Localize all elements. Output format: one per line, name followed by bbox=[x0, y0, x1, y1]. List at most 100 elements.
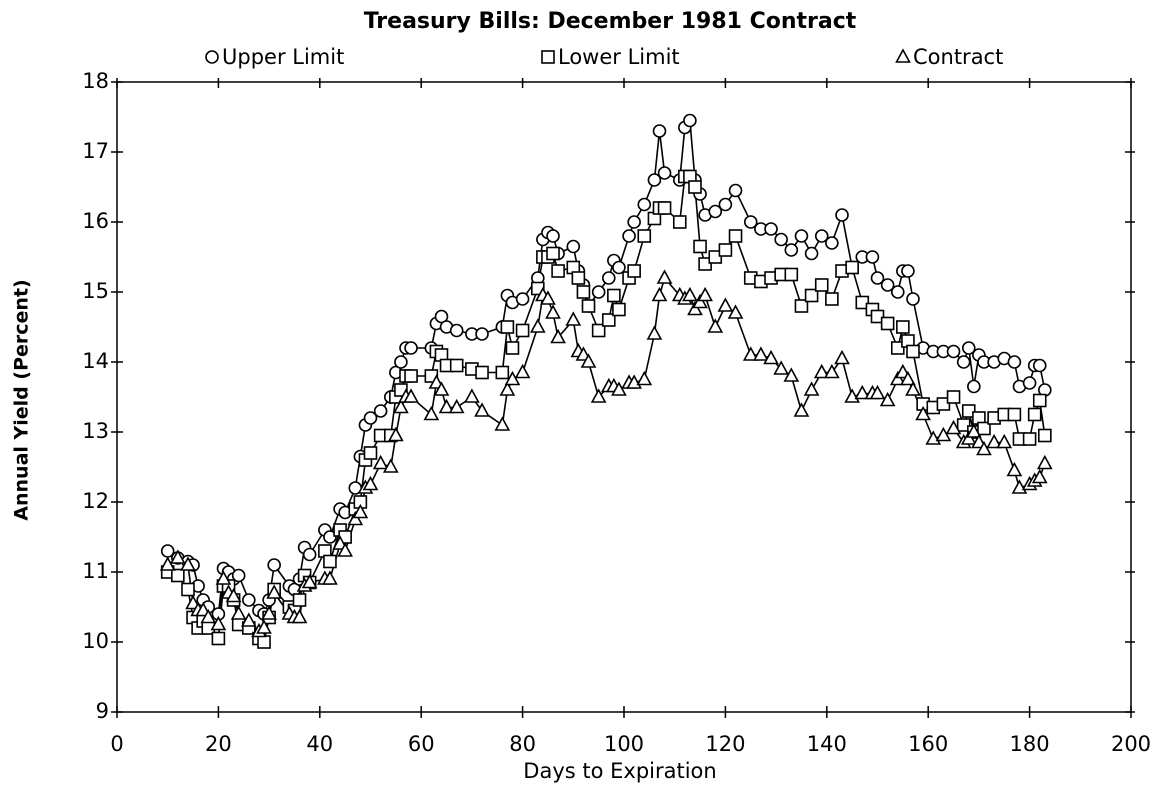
data-point bbox=[403, 388, 419, 403]
data-point bbox=[266, 584, 283, 599]
data-point bbox=[784, 243, 799, 257]
data-point bbox=[404, 369, 418, 383]
data-point bbox=[393, 398, 409, 414]
data-point bbox=[835, 208, 849, 222]
data-point bbox=[591, 285, 606, 299]
data-point bbox=[946, 390, 961, 404]
data-point bbox=[647, 173, 662, 187]
data-point bbox=[627, 215, 641, 229]
data-point bbox=[814, 278, 829, 292]
legend-marker bbox=[541, 50, 555, 64]
data-point bbox=[505, 341, 520, 355]
data-point bbox=[394, 355, 408, 369]
data-point bbox=[825, 292, 839, 306]
x-tick-label: 160 bbox=[908, 732, 948, 756]
data-point bbox=[793, 402, 810, 417]
data-point bbox=[591, 323, 606, 338]
data-point bbox=[753, 346, 769, 361]
data-point bbox=[363, 411, 378, 425]
data-point bbox=[682, 286, 698, 302]
data-point bbox=[515, 323, 530, 338]
data-point bbox=[804, 246, 819, 261]
y-tick-label: 14 bbox=[82, 349, 109, 373]
data-point bbox=[672, 215, 687, 229]
x-tick-label: 0 bbox=[110, 732, 123, 756]
data-point bbox=[742, 346, 759, 361]
data-point bbox=[388, 426, 404, 442]
y-tick-label: 18 bbox=[82, 69, 109, 93]
legend-marker bbox=[895, 48, 911, 63]
data-point bbox=[905, 381, 921, 396]
data-point bbox=[550, 328, 566, 344]
x-tick-label: 60 bbox=[408, 732, 435, 756]
data-point bbox=[495, 365, 510, 380]
data-point bbox=[774, 232, 788, 247]
legend-marker bbox=[205, 50, 219, 64]
data-point bbox=[794, 229, 809, 243]
data-point bbox=[784, 267, 799, 282]
data-point bbox=[449, 358, 464, 373]
data-point bbox=[373, 404, 388, 418]
y-tick-label: 16 bbox=[82, 209, 109, 233]
data-point bbox=[794, 299, 809, 313]
data-point bbox=[637, 197, 652, 212]
data-point bbox=[301, 573, 318, 589]
y-tick-label: 15 bbox=[82, 279, 109, 303]
x-tick-label: 140 bbox=[807, 732, 847, 756]
data-point bbox=[845, 260, 859, 275]
data-point bbox=[256, 619, 272, 634]
data-point bbox=[870, 309, 885, 324]
data-point bbox=[824, 363, 840, 379]
data-point bbox=[240, 612, 257, 627]
data-point bbox=[169, 549, 186, 564]
data-point bbox=[504, 370, 521, 386]
data-point bbox=[683, 113, 697, 128]
data-point bbox=[763, 349, 779, 365]
data-point bbox=[257, 635, 271, 649]
data-point bbox=[612, 302, 626, 317]
data-point bbox=[708, 204, 723, 219]
data-point bbox=[783, 367, 800, 382]
data-point bbox=[433, 381, 450, 396]
data-point bbox=[728, 229, 743, 243]
data-point bbox=[834, 349, 850, 365]
y-tick-label: 11 bbox=[82, 559, 109, 583]
x-tick-label: 200 bbox=[1111, 732, 1151, 756]
data-point bbox=[566, 239, 581, 254]
legend-label: Lower Limit bbox=[558, 45, 680, 69]
data-point bbox=[475, 365, 489, 380]
data-point bbox=[773, 360, 790, 375]
data-point bbox=[687, 300, 703, 316]
data-point bbox=[210, 615, 227, 631]
data-point bbox=[804, 288, 819, 303]
series-line bbox=[167, 118, 1046, 616]
data-point bbox=[1038, 428, 1052, 443]
data-point bbox=[607, 288, 621, 303]
data-point bbox=[707, 318, 724, 333]
data-point bbox=[438, 398, 455, 414]
data-point bbox=[870, 271, 885, 285]
data-point bbox=[363, 446, 378, 460]
data-point bbox=[692, 293, 708, 309]
data-point bbox=[915, 405, 931, 421]
data-point bbox=[611, 381, 627, 396]
data-point bbox=[323, 554, 337, 569]
data-point bbox=[728, 183, 743, 198]
data-point bbox=[494, 416, 511, 431]
data-point bbox=[977, 421, 991, 436]
y-tick-label: 13 bbox=[82, 419, 109, 443]
data-point bbox=[231, 568, 246, 583]
x-tick-label: 120 bbox=[705, 732, 745, 756]
data-point bbox=[180, 556, 196, 571]
data-point bbox=[448, 398, 465, 414]
y-tick-label: 9 bbox=[96, 699, 109, 723]
data-point bbox=[896, 320, 910, 334]
data-point bbox=[1022, 432, 1037, 446]
data-point bbox=[302, 547, 317, 562]
data-point bbox=[1031, 468, 1048, 484]
x-axis-label: Days to Expiration bbox=[523, 759, 716, 783]
data-point bbox=[267, 558, 281, 572]
data-point bbox=[1006, 461, 1023, 477]
data-point bbox=[890, 285, 905, 299]
data-point bbox=[546, 246, 560, 261]
